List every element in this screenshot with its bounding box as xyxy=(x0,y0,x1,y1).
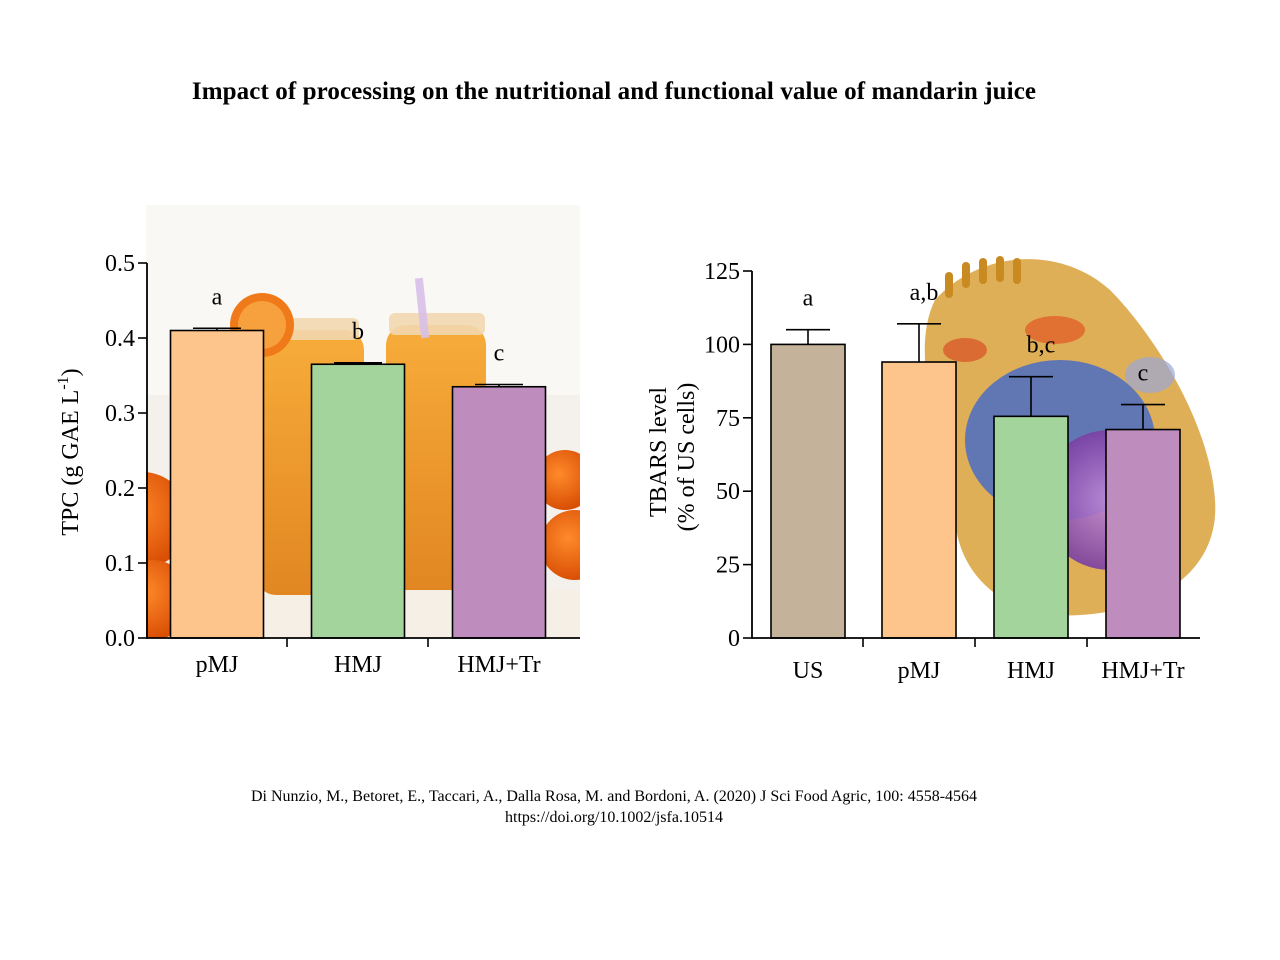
tbars-significance-letter: c xyxy=(1138,361,1149,387)
tbars-significance-letter: b,c xyxy=(1027,333,1056,359)
tpc-significance-letter: c xyxy=(494,341,505,367)
citation: Di Nunzio, M., Betoret, E., Taccari, A.,… xyxy=(0,786,1228,828)
tpc-bar xyxy=(310,363,406,639)
tbars-y-tick-label: 25 xyxy=(716,553,740,579)
tbars-x-tick-label: HMJ+Tr xyxy=(1101,658,1184,684)
tbars-significance-letter: a,b xyxy=(910,280,939,306)
tbars-y-tick-label: 125 xyxy=(704,259,740,285)
tbars-x-tick-label: US xyxy=(793,658,824,684)
tpc-bar xyxy=(451,385,547,639)
tbars-bar xyxy=(993,415,1069,639)
tpc-y-tick-label: 0.1 xyxy=(105,551,135,577)
tpc-chart: a pMJ b HMJ c HMJ+Tr 0.0 0.1 0.2 0.3 0.4 0.5 TPC (g … xyxy=(55,251,580,678)
tpc-y-tick-label: 0.4 xyxy=(105,326,135,352)
tbars-bar xyxy=(770,343,846,639)
tbars-y-tick-label: 0 xyxy=(728,626,740,652)
page-title: Impact of processing on the nutritional … xyxy=(191,78,1037,105)
tpc-x-tick-label: HMJ+Tr xyxy=(457,652,540,678)
tbars-x-tick-label: pMJ xyxy=(898,658,941,684)
tbars-y-tick-label: 75 xyxy=(716,406,740,432)
citation-reference: Di Nunzio, M., Betoret, E., Taccari, A.,… xyxy=(250,788,978,805)
tbars-bar xyxy=(881,361,957,639)
tbars-y-tick-label: 100 xyxy=(704,332,740,358)
tpc-significance-letter: a xyxy=(212,284,223,310)
citation-doi: https://doi.org/10.1002/jsfa.10514 xyxy=(505,809,723,826)
tpc-x-tick-label: pMJ xyxy=(196,652,239,678)
tpc-x-tick-label: HMJ xyxy=(334,652,382,678)
tbars-y-axis-title-line2: (% of US cells) xyxy=(674,383,700,532)
tbars-y-axis-title-line1: TBARS level xyxy=(646,387,672,517)
tbars-bar xyxy=(1105,428,1181,639)
tbars-chart: a US a,b pMJ b,c HMJ c HMJ+Tr 0 25 50 75 100 125 TBARS… xyxy=(646,259,1200,684)
tpc-y-tick-label: 0.0 xyxy=(105,626,135,652)
tpc-y-tick-label: 0.2 xyxy=(105,476,135,502)
tpc-significance-letter: b xyxy=(352,319,364,345)
tpc-y-tick-label: 0.3 xyxy=(105,401,135,427)
tpc-bar xyxy=(169,329,265,639)
tpc-y-tick-label: 0.5 xyxy=(105,251,135,277)
tpc-y-axis-title: TPC (g GAE L-1) xyxy=(55,368,84,535)
tbars-x-tick-label: HMJ xyxy=(1007,658,1055,684)
tbars-y-tick-label: 50 xyxy=(716,479,740,505)
tbars-significance-letter: a xyxy=(803,286,814,312)
